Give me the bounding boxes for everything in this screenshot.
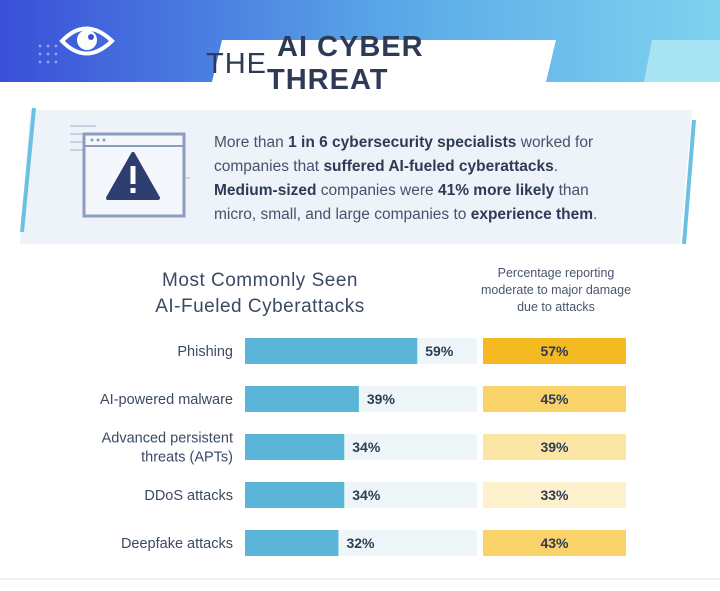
damage-box	[483, 338, 626, 364]
damage-box	[483, 530, 626, 556]
bar-value-label: 34%	[352, 487, 381, 503]
category-label: DDoS attacks	[144, 488, 233, 504]
page-title: THE AI CYBER THREAT	[206, 31, 554, 96]
damage-value-label: 57%	[540, 343, 569, 359]
title-prefix: THE	[206, 47, 267, 80]
header-banner	[0, 0, 720, 82]
damage-column-title: Percentage reporting moderate to major d…	[480, 266, 632, 314]
bar-value-label: 59%	[425, 343, 454, 359]
damage-value-label: 33%	[540, 487, 569, 503]
damage-box	[483, 434, 626, 460]
bar-value-label: 34%	[352, 439, 381, 455]
warning-window-icon	[82, 132, 186, 218]
eye-icon	[59, 26, 115, 56]
callout-panel	[20, 107, 696, 245]
bar-value-label: 32%	[346, 535, 375, 551]
bar	[245, 482, 345, 508]
chart-title: Most Commonly Seen AI-Fueled Cyberattack…	[155, 270, 365, 317]
damage-value-label: 43%	[540, 535, 569, 551]
category-label: Deepfake attacks	[121, 536, 233, 552]
footer-divider	[0, 578, 720, 580]
category-label: Advanced persistent	[102, 431, 233, 447]
damage-box	[483, 386, 626, 412]
bar	[245, 386, 359, 412]
title-bold: AI CYBER THREAT	[267, 31, 424, 96]
callout-text: More than 1 in 6 cybersecurity specialis…	[214, 134, 598, 223]
bar-value-label: 39%	[367, 391, 396, 407]
category-label: Phishing	[177, 344, 233, 360]
damage-box	[483, 482, 626, 508]
category-label: threats (APTs)	[141, 450, 233, 466]
category-label: AI-powered malware	[100, 392, 233, 408]
damage-value-label: 45%	[540, 391, 569, 407]
damage-value-label: 39%	[540, 439, 569, 455]
bar	[245, 434, 345, 460]
bar	[245, 530, 339, 556]
bar	[245, 338, 418, 364]
